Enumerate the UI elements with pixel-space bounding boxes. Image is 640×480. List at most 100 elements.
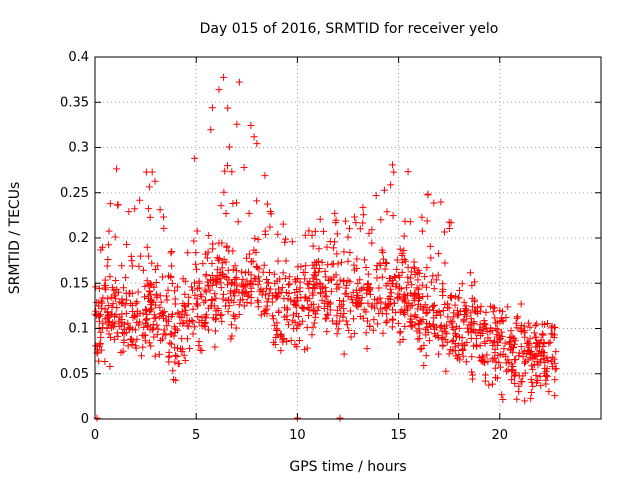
data-point bbox=[379, 329, 387, 337]
data-point bbox=[174, 326, 182, 334]
data-point bbox=[166, 330, 174, 338]
y-tick-label: 0.25 bbox=[60, 186, 89, 201]
data-point bbox=[491, 364, 499, 372]
data-point bbox=[425, 337, 433, 345]
data-point bbox=[220, 188, 228, 196]
data-point bbox=[404, 273, 412, 281]
data-point bbox=[159, 308, 167, 316]
data-point bbox=[301, 231, 309, 239]
data-point bbox=[389, 212, 397, 220]
data-point bbox=[536, 372, 544, 380]
data-point bbox=[359, 219, 367, 227]
data-point bbox=[531, 321, 539, 329]
data-point bbox=[368, 226, 376, 234]
data-point bbox=[443, 304, 451, 312]
data-point bbox=[274, 285, 282, 293]
data-point bbox=[481, 339, 489, 347]
data-point bbox=[351, 213, 359, 221]
data-point bbox=[462, 302, 470, 310]
data-point bbox=[418, 281, 426, 289]
data-point bbox=[172, 351, 180, 359]
data-point bbox=[167, 313, 175, 321]
data-point bbox=[506, 338, 514, 346]
data-point bbox=[111, 320, 119, 328]
data-point bbox=[398, 251, 406, 259]
data-point bbox=[125, 208, 133, 216]
data-point bbox=[424, 190, 432, 198]
data-point bbox=[208, 295, 216, 303]
data-point bbox=[133, 298, 141, 306]
data-point bbox=[238, 288, 246, 296]
data-point bbox=[182, 306, 190, 314]
axis-ticks: 0 5 10 15 20 0 0.05 0.1 0.15 0.2 0.25 0.3 0.35 0.4 bbox=[60, 50, 601, 443]
data-point bbox=[330, 273, 338, 281]
data-point bbox=[189, 330, 197, 338]
data-point bbox=[231, 262, 239, 270]
data-point bbox=[180, 351, 188, 359]
data-point bbox=[550, 333, 558, 341]
data-point bbox=[213, 266, 221, 274]
data-point bbox=[245, 209, 253, 217]
data-point bbox=[429, 320, 437, 328]
data-point bbox=[429, 272, 437, 280]
data-point bbox=[168, 248, 176, 256]
data-point bbox=[386, 299, 394, 307]
data-point bbox=[423, 319, 431, 327]
data-point bbox=[277, 347, 285, 355]
data-point bbox=[374, 296, 382, 304]
data-point bbox=[493, 374, 501, 382]
data-point bbox=[377, 216, 385, 224]
data-point bbox=[498, 391, 506, 399]
y-axis-label: SRMTID / TECUs bbox=[7, 182, 23, 295]
data-point bbox=[489, 380, 497, 388]
data-point bbox=[140, 332, 148, 340]
data-point bbox=[339, 297, 347, 305]
data-point bbox=[113, 329, 121, 337]
data-point bbox=[94, 311, 102, 319]
data-point bbox=[221, 167, 229, 175]
data-point bbox=[346, 307, 354, 315]
data-point bbox=[408, 323, 416, 331]
data-point bbox=[323, 310, 331, 318]
data-point bbox=[162, 292, 170, 300]
data-point bbox=[211, 290, 219, 298]
data-point bbox=[158, 335, 166, 343]
data-point bbox=[407, 302, 415, 310]
data-point bbox=[551, 376, 559, 384]
data-point bbox=[326, 306, 334, 314]
data-point bbox=[262, 291, 270, 299]
data-point bbox=[421, 273, 429, 281]
data-point bbox=[144, 205, 152, 213]
data-point bbox=[447, 294, 455, 302]
data-point bbox=[167, 340, 175, 348]
data-point bbox=[310, 264, 318, 272]
data-point bbox=[343, 321, 351, 329]
data-point bbox=[127, 252, 135, 260]
data-point bbox=[146, 280, 154, 288]
data-point bbox=[347, 333, 355, 341]
data-point bbox=[383, 208, 391, 216]
data-point bbox=[141, 331, 149, 339]
data-point bbox=[469, 371, 477, 379]
data-point bbox=[336, 414, 344, 422]
data-point bbox=[235, 311, 243, 319]
data-point bbox=[376, 305, 384, 313]
data-point bbox=[322, 288, 330, 296]
data-point bbox=[239, 275, 247, 283]
data-point bbox=[365, 229, 373, 237]
data-point bbox=[145, 252, 153, 260]
data-point bbox=[212, 294, 220, 302]
data-point bbox=[279, 220, 287, 228]
data-point bbox=[422, 326, 430, 334]
data-point bbox=[324, 311, 332, 319]
data-point bbox=[439, 280, 447, 288]
data-point bbox=[532, 339, 540, 347]
data-point bbox=[148, 326, 156, 334]
data-point bbox=[463, 338, 471, 346]
data-point bbox=[165, 348, 173, 356]
data-point bbox=[404, 168, 412, 176]
data-point bbox=[202, 296, 210, 304]
data-point bbox=[111, 233, 119, 241]
data-point bbox=[202, 272, 210, 280]
